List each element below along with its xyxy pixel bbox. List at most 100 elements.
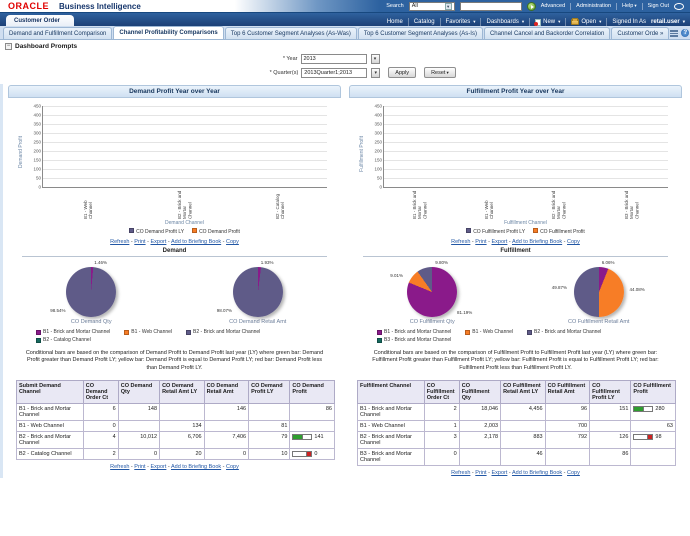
home-link[interactable]: Home <box>386 19 403 25</box>
fulfillment-qty-pie-block: 9.80% 9.01% 81.19% CO Fulfillment Qty <box>349 260 516 325</box>
report-links: Refresh Print Export Add to Briefing Boo… <box>349 239 682 245</box>
copy-link[interactable]: Copy <box>226 463 239 470</box>
apply-button[interactable]: Apply <box>388 67 417 78</box>
tab-top6-segment-as-is[interactable]: Top 6 Customer Segment Analyses (As-Is) <box>357 27 483 39</box>
add-to-briefing-book-link[interactable]: Add to Briefing Book <box>170 239 222 245</box>
demand-chart-title: Demand Profit Year over Year <box>8 85 341 98</box>
table-cell: B1 - Brick and Mortar Channel <box>16 402 84 421</box>
catalog-link[interactable]: Catalog <box>413 19 435 25</box>
table-cell: B3 - Brick and Mortar Channel <box>357 447 425 466</box>
print-link[interactable]: Print <box>475 239 487 245</box>
export-link[interactable]: Export <box>491 469 508 476</box>
tab-channel-cancel-backorder[interactable]: Channel Cancel and Backorder Correlation <box>483 27 611 39</box>
fulfillment-bar-chart: Fulfillment Profit <box>349 98 682 235</box>
open-menu[interactable]: Open <box>571 18 601 25</box>
legend-swatch <box>36 337 41 343</box>
table-row: B1 - Web Channel 0 134 81 <box>16 419 335 432</box>
refresh-link[interactable]: Refresh <box>451 469 471 476</box>
pie-legend: B1 - Brick and Mortar Channel B1 - Web C… <box>377 329 682 343</box>
export-link[interactable]: Export <box>491 239 508 245</box>
column-header[interactable]: CO Demand Qty <box>117 379 161 404</box>
copy-link[interactable]: Copy <box>567 239 580 245</box>
column-header[interactable]: CO Demand Profit LY <box>248 379 291 404</box>
table-cell <box>458 447 502 466</box>
tab-channel-profitability-comparisons[interactable]: Channel Profitability Comparisons <box>113 26 224 39</box>
add-to-briefing-book-link[interactable]: Add to Briefing Book <box>511 469 563 476</box>
chevron-down-icon[interactable]: ▾ <box>370 54 380 64</box>
sign-out-link[interactable]: Sign Out <box>647 3 669 9</box>
demand-retail-pie-block: 1.93% 98.07% CO Demand Retail Amt <box>175 260 342 325</box>
column-header[interactable]: CO Fulfillment Retail Amt <box>544 379 591 404</box>
search-go-button[interactable] <box>526 1 536 11</box>
fulfillment-qty-pie[interactable] <box>407 267 458 317</box>
print-link[interactable]: Print <box>134 463 146 470</box>
copy-link[interactable]: Copy <box>226 239 239 245</box>
print-link[interactable]: Print <box>475 469 487 476</box>
quarter-select[interactable]: 2013Quarter1;2013 <box>301 67 368 78</box>
refresh-link[interactable]: Refresh <box>110 239 130 245</box>
export-link[interactable]: Export <box>150 463 167 470</box>
reset-button[interactable]: Reset <box>424 67 456 78</box>
fulfillment-retail-pie[interactable] <box>573 267 624 317</box>
column-header[interactable]: CO Fulfillment Profit LY <box>589 379 632 404</box>
table-cell: 96 <box>544 402 591 421</box>
chevron-down-icon[interactable]: ▾ <box>444 2 452 10</box>
pie-legend: B1 - Brick and Mortar Channel B1 - Web C… <box>36 329 341 343</box>
chat-bubble-icon[interactable] <box>674 2 684 10</box>
column-header[interactable]: CO Fulfillment Retail Amt LY <box>500 379 546 404</box>
refresh-link[interactable]: Refresh <box>451 239 471 245</box>
column-header[interactable]: CO Fulfillment Profit <box>630 379 676 404</box>
y-axis-tick-label: 400 <box>374 112 382 118</box>
legend-swatch <box>129 228 135 233</box>
page-options-icon[interactable] <box>670 29 679 37</box>
advanced-link[interactable]: Advanced <box>540 3 566 9</box>
table-cell <box>544 447 591 466</box>
add-to-briefing-book-link[interactable]: Add to Briefing Book <box>170 463 222 470</box>
tab-top6-segment-as-was[interactable]: Top 6 Customer Segment Analyses (As-Was) <box>224 27 357 39</box>
table-cell: 792 <box>544 430 591 449</box>
dashboards-menu[interactable]: Dashboards <box>486 19 524 25</box>
add-to-briefing-book-link[interactable]: Add to Briefing Book <box>511 239 563 245</box>
year-select[interactable]: 2013 <box>300 54 367 64</box>
user-menu[interactable]: retail.user <box>651 19 685 25</box>
favorites-menu[interactable]: Favorites <box>446 19 476 25</box>
help-icon[interactable]: ? <box>681 29 690 37</box>
table-cell: 700 <box>544 419 591 432</box>
export-link[interactable]: Export <box>150 239 167 245</box>
conditional-bar-red <box>633 433 654 440</box>
legend-label: CO Demand Profit <box>199 229 240 235</box>
column-header[interactable]: CO Demand Order Ct <box>82 379 119 404</box>
print-link[interactable]: Print <box>134 239 146 245</box>
table-cell: 2,003 <box>458 419 502 432</box>
new-menu[interactable]: New <box>534 18 560 26</box>
legend-swatch <box>186 329 192 335</box>
column-header[interactable]: CO Demand Profit <box>289 379 335 404</box>
tab-demand-and-fulfillment-comparison[interactable]: Demand and Fulfillment Comparison <box>3 27 113 39</box>
pie-label: 6.06% <box>601 260 615 265</box>
chevron-down-icon[interactable]: ▾ <box>371 67 381 78</box>
divider <box>616 2 618 10</box>
administration-link[interactable]: Administration <box>576 3 612 9</box>
y-axis-tick-label: 100 <box>374 166 382 172</box>
search-input[interactable] <box>459 1 522 11</box>
column-header[interactable]: CO Fulfillment Qty <box>458 379 502 404</box>
collapse-icon[interactable]: − <box>5 43 12 50</box>
column-header[interactable]: CO Demand Retail Amt LY <box>159 379 205 404</box>
search-label: Search <box>386 3 404 9</box>
demand-qty-pie[interactable] <box>66 267 117 317</box>
column-header[interactable]: Submit Demand Channel <box>16 379 84 404</box>
copy-link[interactable]: Copy <box>567 469 580 476</box>
tab-customer-order-overflow[interactable]: Customer Orde » <box>611 27 670 39</box>
dashboard-tab-customer-order[interactable]: Customer Order <box>6 15 75 26</box>
pie-label: 44.08% <box>629 287 645 292</box>
help-menu[interactable]: Help <box>622 3 637 9</box>
table-cell <box>589 419 632 432</box>
pie-label: 9.80% <box>435 260 449 265</box>
demand-retail-pie[interactable] <box>232 267 283 317</box>
column-header[interactable]: CO Demand Retail Amt <box>203 379 250 404</box>
refresh-link[interactable]: Refresh <box>110 463 130 470</box>
search-scope-select[interactable]: All ▾ <box>408 1 455 11</box>
column-header[interactable]: CO Fulfillment Order Ct <box>423 379 460 404</box>
table-cell: 3 <box>423 430 460 449</box>
column-header[interactable]: Fulfillment Channel <box>357 379 425 404</box>
